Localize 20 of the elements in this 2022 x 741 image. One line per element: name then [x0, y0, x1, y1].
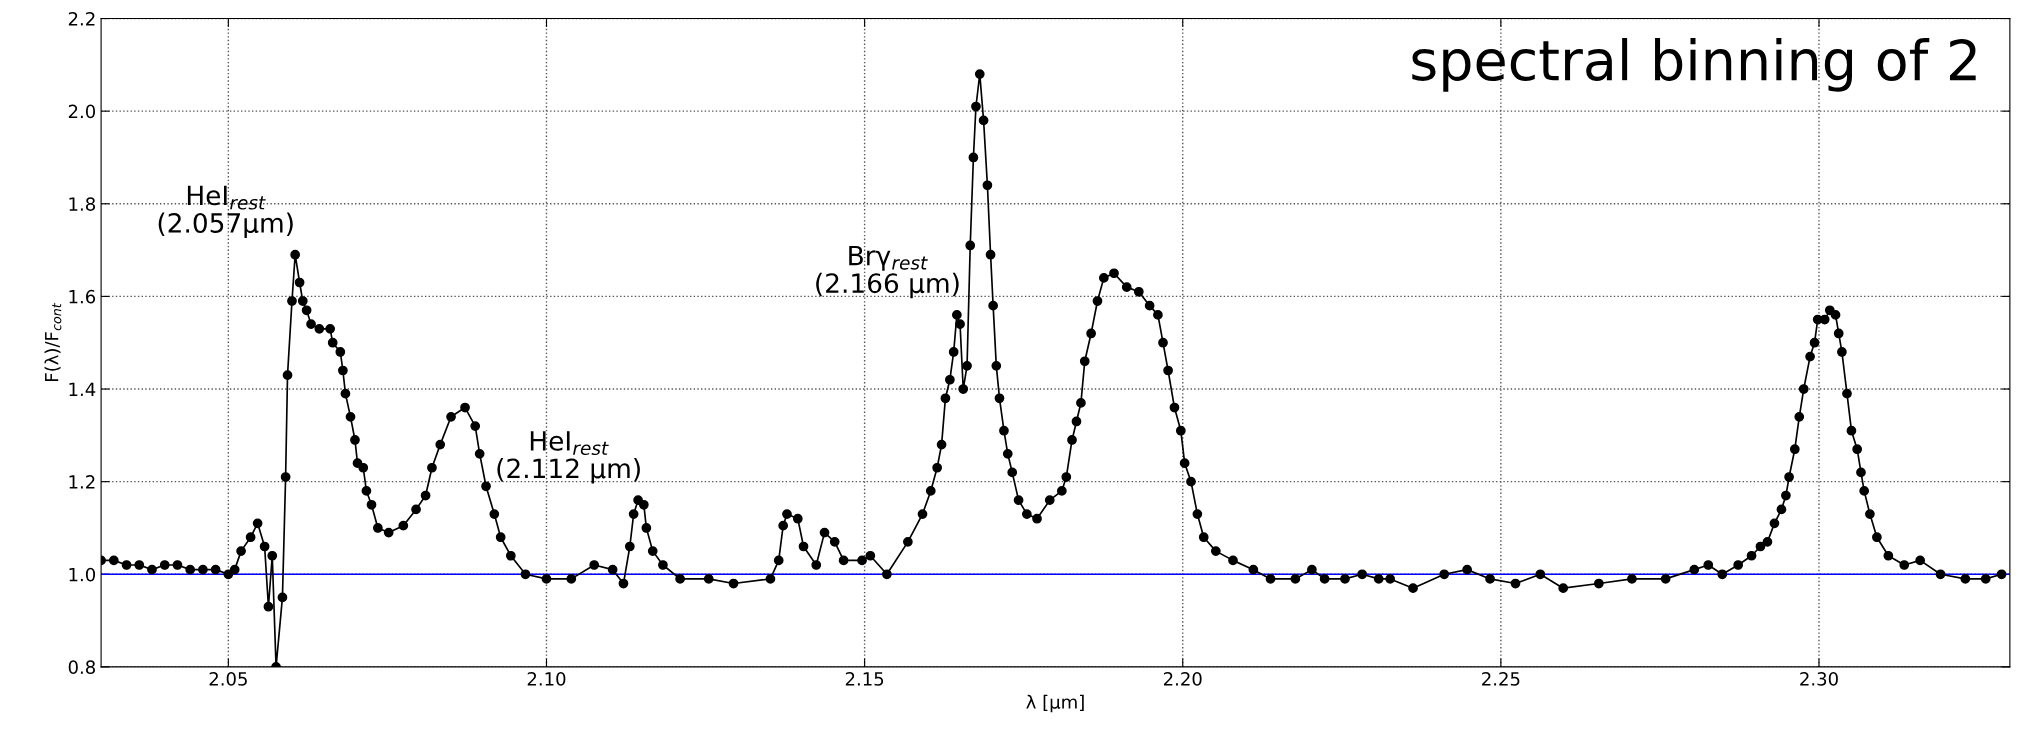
y-tick-label: 1.4 — [69, 382, 96, 396]
y-tick-label: 1.6 — [69, 289, 96, 304]
annotation: HeI$_{rest}$ (2.112 μm) — [497, 431, 640, 484]
x-axis-title: λ [μm] — [1026, 694, 1084, 713]
x-tick-label: 2.15 — [845, 672, 884, 686]
x-tick-label: 2.25 — [1482, 672, 1520, 686]
annotation: spectral binning of 2 — [1412, 37, 1976, 92]
x-tick-label: 2.30 — [1800, 672, 1838, 686]
x-tick-label: 2.05 — [209, 672, 247, 686]
y-tick-label: 1.8 — [69, 197, 95, 211]
annotation: HeI$_{rest}$ (2.057μm) — [158, 185, 293, 239]
x-tick-label: 2.20 — [1163, 672, 1202, 686]
y-tick-label: 2.0 — [68, 104, 96, 119]
y-axis-title: F(λ)/F$_{cont}$ — [44, 302, 62, 381]
annotation: Brγ$_{rest}$ (2.166 μm) — [816, 245, 959, 299]
y-tick-label: 1.0 — [69, 567, 96, 582]
y-tick-label: 0.8 — [68, 660, 95, 675]
x-tick-label: 2.10 — [527, 672, 566, 686]
y-tick-label: 1.2 — [69, 475, 95, 489]
y-tick-label: 2.2 — [68, 11, 95, 26]
